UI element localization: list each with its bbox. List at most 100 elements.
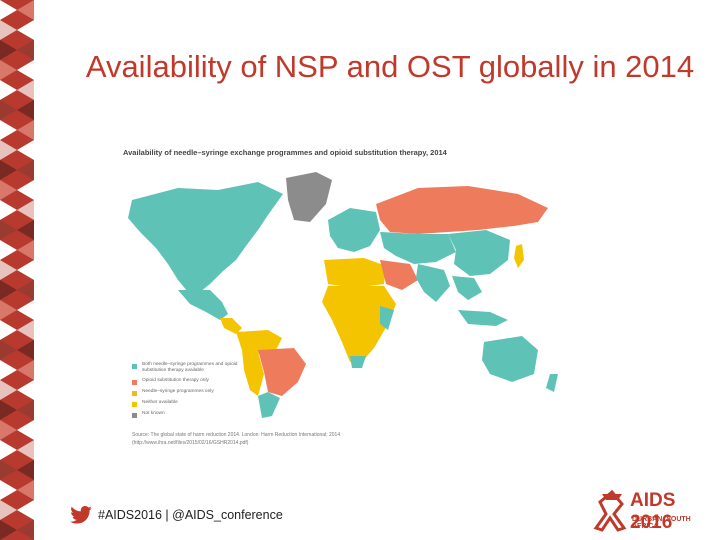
- region-east-africa: [380, 306, 394, 330]
- pattern-triangle: [17, 340, 34, 360]
- pattern-triangle: [17, 500, 34, 520]
- pattern-triangle: [0, 120, 17, 140]
- pattern-triangle: [17, 380, 34, 400]
- pattern-triangle: [17, 0, 34, 20]
- region-north-africa: [324, 258, 386, 288]
- pattern-triangle: [17, 120, 34, 140]
- region-mexico: [178, 290, 228, 320]
- pattern-triangle: [0, 480, 17, 500]
- side-decoration-pattern: [0, 0, 34, 540]
- region-central-asia: [380, 232, 456, 264]
- source-url[interactable]: (http://www.ihra.net/files/2015/02/16/GS…: [132, 440, 249, 446]
- pattern-triangle: [0, 380, 17, 400]
- pattern-triangle: [17, 440, 34, 460]
- aids-2016-logo: AIDS 2016 DURBAN, SOUTH AFRICA: [592, 488, 710, 533]
- legend-item-neither: Neither available: [132, 400, 252, 407]
- ribbon-icon: [593, 489, 627, 532]
- pattern-triangle: [0, 80, 17, 100]
- pattern-triangle: [0, 420, 17, 440]
- region-china: [448, 230, 510, 276]
- map-legend: Both needle–syringe programmes and opioi…: [132, 362, 252, 422]
- pattern-triangle: [0, 100, 17, 120]
- pattern-triangle: [17, 40, 34, 60]
- pattern-triangle: [0, 260, 17, 280]
- pattern-triangle: [17, 300, 34, 320]
- logo-main-text: AIDS 2016: [630, 490, 676, 533]
- pattern-triangle: [17, 260, 34, 280]
- pattern-triangle: [17, 100, 34, 120]
- pattern-triangle: [17, 180, 34, 200]
- legend-label-nsp-only: Needle–syringe programmes only: [142, 389, 214, 394]
- pattern-triangle: [17, 400, 34, 420]
- legend-swatch-both: [132, 364, 137, 369]
- region-brazil: [258, 348, 306, 396]
- logo-sub-text: DURBAN, SOUTH AFRICA: [632, 516, 691, 530]
- pattern-triangle: [17, 420, 34, 440]
- legend-item-both: Both needle–syringe programmes and opioi…: [132, 362, 252, 374]
- pattern-triangle: [0, 360, 17, 380]
- source-line-1: Source: The global state of harm reducti…: [132, 432, 341, 438]
- region-russia: [376, 186, 548, 234]
- legend-label-neither: Neither available: [142, 400, 178, 405]
- pattern-triangle: [0, 520, 17, 540]
- region-india: [416, 264, 450, 302]
- world-map: [128, 172, 558, 418]
- region-south-cone: [258, 392, 280, 418]
- pattern-triangle: [17, 200, 34, 220]
- map-title: Availability of needle–syringe exchange …: [123, 148, 447, 157]
- region-southeast-asia: [452, 276, 482, 300]
- pattern-triangle: [0, 40, 17, 60]
- region-europe: [328, 208, 380, 252]
- region-central-america: [220, 318, 242, 334]
- source-citation: Source: The global state of harm reducti…: [132, 431, 412, 447]
- pattern-triangle: [17, 60, 34, 80]
- legend-swatch-not-known: [132, 413, 137, 418]
- legend-item-ost-only: Opioid substitution therapy only: [132, 378, 252, 385]
- pattern-triangle: [17, 220, 34, 240]
- pattern-triangle: [0, 220, 17, 240]
- region-australia: [482, 336, 538, 382]
- legend-label-ost-only: Opioid substitution therapy only: [142, 378, 209, 383]
- pattern-triangle: [0, 280, 17, 300]
- region-south-africa: [350, 356, 366, 368]
- footer: #AIDS2016 | @AIDS_conference: [70, 506, 283, 524]
- region-andes: [242, 350, 264, 396]
- pattern-triangle: [17, 360, 34, 380]
- pattern-triangle: [0, 440, 17, 460]
- pattern-triangle: [17, 140, 34, 160]
- pattern-triangle: [0, 160, 17, 180]
- legend-label-both: Both needle–syringe programmes and opioi…: [142, 362, 238, 373]
- pattern-triangle: [0, 140, 17, 160]
- region-new-zealand: [546, 374, 558, 392]
- legend-swatch-nsp-only: [132, 391, 137, 396]
- twitter-bird-icon: [70, 506, 92, 524]
- pattern-triangle: [17, 160, 34, 180]
- pattern-triangle: [0, 200, 17, 220]
- pattern-triangle: [17, 460, 34, 480]
- pattern-triangle: [0, 500, 17, 520]
- legend-swatch-ost-only: [132, 380, 137, 385]
- pattern-triangle: [17, 280, 34, 300]
- legend-item-not-known: Not known: [132, 411, 252, 418]
- pattern-triangle: [0, 340, 17, 360]
- slide-title: Availability of NSP and OST globally in …: [85, 48, 695, 84]
- pattern-triangle: [17, 520, 34, 540]
- pattern-triangle: [0, 20, 17, 40]
- region-greenland: [286, 172, 332, 222]
- region-africa: [322, 286, 396, 362]
- pattern-triangle: [0, 240, 17, 260]
- region-japan: [514, 244, 524, 268]
- pattern-triangle: [0, 60, 17, 80]
- pattern-triangle: [17, 320, 34, 340]
- legend-swatch-neither: [132, 402, 137, 407]
- pattern-triangle: [17, 80, 34, 100]
- pattern-triangle: [0, 320, 17, 340]
- legend-item-nsp-only: Needle–syringe programmes only: [132, 389, 252, 396]
- pattern-triangle: [17, 240, 34, 260]
- pattern-triangle: [0, 300, 17, 320]
- region-indonesia: [458, 310, 508, 326]
- region-middle-east: [380, 260, 418, 290]
- pattern-triangle: [0, 180, 17, 200]
- legend-label-not-known: Not known: [142, 411, 165, 416]
- pattern-triangle: [17, 480, 34, 500]
